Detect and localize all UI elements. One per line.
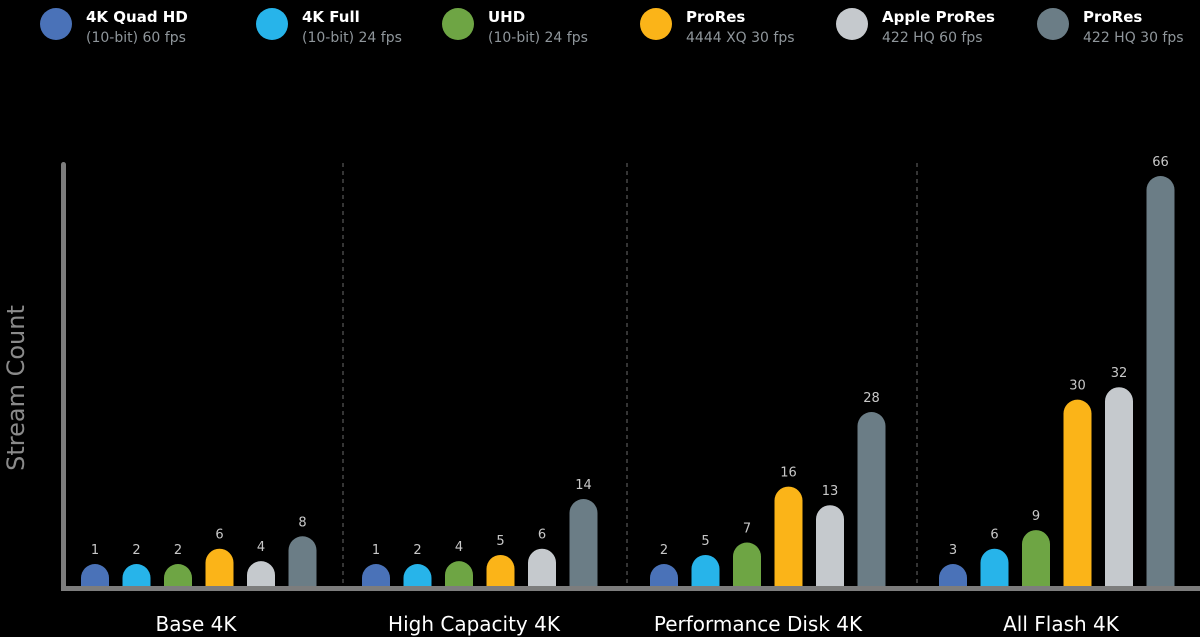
bar-value-label: 5 (701, 534, 709, 549)
bar-value-label: 4 (257, 540, 265, 555)
bar (403, 564, 432, 586)
bar (247, 561, 275, 586)
bar-value-label: 1 (372, 543, 380, 558)
bar-value-label: 28 (863, 391, 880, 406)
bar (691, 554, 720, 586)
bar (122, 564, 151, 586)
x-tick-label: All Flash 4K (1003, 612, 1120, 636)
bar (857, 412, 886, 586)
legend-name: Apple ProRes (882, 8, 995, 26)
bar-value-label: 30 (1069, 379, 1086, 394)
chart-legend: 4K Quad HD (10-bit) 60 fps 4K Full (10-bit)… (0, 0, 1200, 60)
bar-value-label: 13 (822, 484, 839, 499)
legend-name: ProRes (1083, 8, 1143, 26)
bar-value-label: 3 (949, 543, 957, 558)
bar (569, 499, 598, 586)
bar (205, 548, 234, 586)
y-axis (61, 162, 66, 590)
bar-value-label: 66 (1152, 155, 1169, 170)
bar (445, 561, 473, 586)
bar (362, 564, 390, 586)
bar-value-label: 2 (132, 543, 140, 558)
bar (164, 564, 192, 586)
bar-value-label: 2 (174, 543, 182, 558)
bar-value-label: 8 (298, 515, 306, 530)
y-axis-label: Stream Count (2, 305, 30, 471)
bar-value-label: 2 (413, 543, 421, 558)
legend-swatch (640, 8, 672, 40)
bar (1146, 176, 1175, 587)
legend-detail: 422 HQ 30 fps (1083, 30, 1184, 46)
bar (528, 548, 556, 586)
legend-swatch (836, 8, 868, 40)
legend-swatch (256, 8, 288, 40)
bar-value-label: 1 (91, 543, 99, 558)
legend-swatch (1037, 8, 1069, 40)
x-tick-label: Performance Disk 4K (654, 612, 863, 636)
bar (288, 536, 317, 586)
bar-value-label: 14 (575, 478, 592, 493)
bar-value-label: 5 (496, 534, 504, 549)
bar (980, 548, 1009, 586)
bar-value-label: 6 (990, 528, 998, 543)
legend-detail: (10-bit) 24 fps (302, 30, 402, 46)
bar-value-label: 4 (455, 540, 463, 555)
bar (1022, 530, 1050, 586)
bar (486, 554, 515, 586)
legend-name: 4K Quad HD (86, 8, 188, 26)
bar (1063, 399, 1092, 586)
legend-swatch (442, 8, 474, 40)
bar (816, 505, 844, 586)
bar (939, 564, 967, 586)
legend-detail: (10-bit) 24 fps (488, 30, 588, 46)
x-axis (61, 586, 1200, 591)
bar-value-label: 7 (743, 522, 751, 537)
legend-detail: 422 HQ 60 fps (882, 30, 983, 46)
legend-name: 4K Full (302, 8, 360, 26)
bar (1105, 387, 1133, 586)
bar-value-label: 2 (660, 543, 668, 558)
bar (650, 564, 678, 586)
x-tick-label: Base 4K (156, 612, 238, 636)
bar-value-label: 16 (780, 466, 797, 481)
bar (774, 486, 803, 586)
bar-value-label: 32 (1111, 366, 1128, 381)
legend-detail: (10-bit) 60 fps (86, 30, 186, 46)
bar-value-label: 6 (215, 528, 223, 543)
bar-value-label: 9 (1032, 509, 1040, 524)
legend-detail: 4444 XQ 30 fps (686, 30, 795, 46)
bar (81, 564, 109, 586)
legend-name: ProRes (686, 8, 746, 26)
bar (733, 542, 761, 586)
x-tick-label: High Capacity 4K (388, 612, 561, 636)
legend-name: UHD (488, 8, 526, 26)
bar-value-label: 6 (538, 528, 546, 543)
legend-swatch (40, 8, 72, 40)
